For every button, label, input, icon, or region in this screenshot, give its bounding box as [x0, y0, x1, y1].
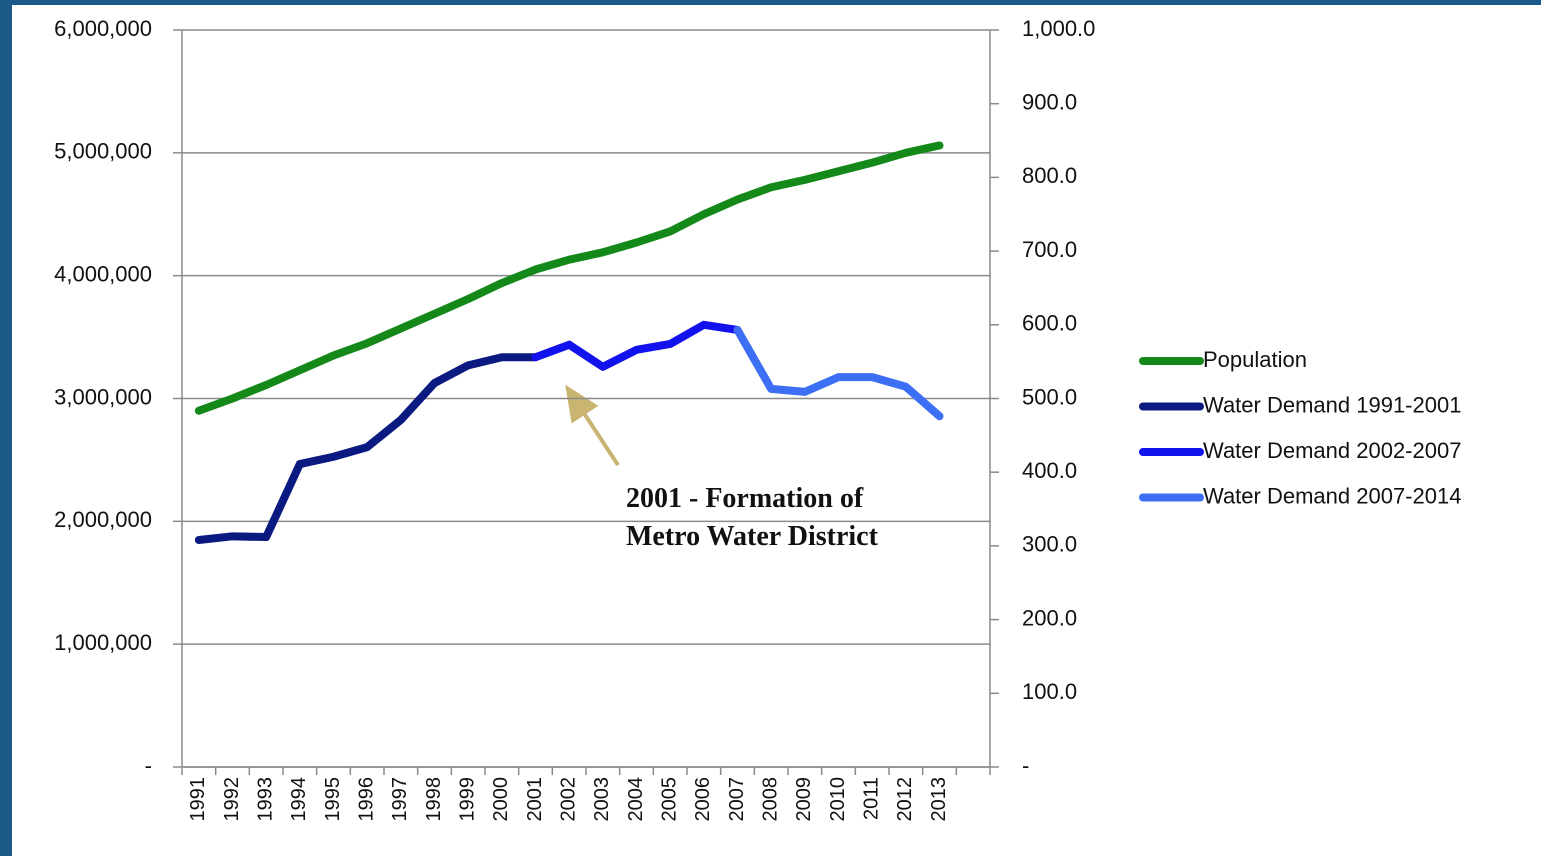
- y2-tick-label: 1,000.0: [1022, 16, 1095, 41]
- legend-label: Water Demand 2007-2014: [1203, 483, 1461, 508]
- y-tick-label: 6,000,000: [54, 16, 152, 41]
- y-tick-label: 1,000,000: [54, 630, 152, 655]
- x-tick-label: 1991: [187, 777, 209, 822]
- x-tick-label: 2007: [726, 777, 748, 822]
- x-tick-label: 2005: [658, 777, 680, 822]
- x-tick-label: 2000: [490, 777, 512, 822]
- series-line: [733, 325, 944, 421]
- legend-label: Water Demand 1991-2001: [1203, 392, 1461, 417]
- x-tick-label: 2013: [928, 777, 950, 822]
- x-tick-label: 1997: [389, 777, 411, 822]
- y-tick-label: 2,000,000: [54, 507, 152, 532]
- y-tick-label: 5,000,000: [54, 139, 152, 164]
- x-tick-label: 2009: [793, 777, 815, 822]
- x-tick-label: 2012: [894, 777, 916, 822]
- y2-tick-label: 300.0: [1022, 532, 1077, 557]
- x-tick-label: 1995: [322, 777, 344, 822]
- x-tick-label: 2002: [557, 777, 579, 822]
- x-tick-label: 2004: [625, 777, 647, 822]
- x-tick-label: 2011: [860, 777, 882, 820]
- x-tick-label: 2008: [759, 777, 781, 822]
- series-line: [531, 320, 742, 371]
- series-line: [194, 141, 944, 415]
- x-tick-label: 1993: [254, 777, 276, 822]
- x-tick-label: 2001: [524, 777, 546, 822]
- y-tick-label: 4,000,000: [54, 261, 152, 286]
- x-tick-label: 2003: [591, 777, 613, 822]
- x-tick-label: 1994: [288, 777, 310, 822]
- legend-label: Population: [1203, 347, 1307, 372]
- y2-tick-label: 100.0: [1022, 679, 1077, 704]
- y-tick-label: -: [145, 753, 152, 778]
- x-tick-label: 1998: [423, 777, 445, 822]
- annotation-arrow: [565, 384, 620, 467]
- x-tick-label: 1996: [355, 777, 377, 822]
- y2-tick-label: 700.0: [1022, 237, 1077, 262]
- y2-tick-label: 500.0: [1022, 384, 1077, 409]
- x-tick-label: 1992: [221, 777, 243, 822]
- y2-tick-label: 400.0: [1022, 458, 1077, 483]
- y2-tick-label: 200.0: [1022, 605, 1077, 630]
- x-tick-label: 2010: [827, 777, 849, 822]
- legend-label: Water Demand 2002-2007: [1203, 438, 1461, 463]
- y-tick-label: 3,000,000: [54, 384, 152, 409]
- annotation: 2001 - Formation of Metro Water District: [626, 483, 878, 552]
- y2-tick-label: 600.0: [1022, 311, 1077, 336]
- background: [12, 5, 1541, 856]
- series-line: [194, 353, 540, 545]
- x-tick-label: 1999: [456, 777, 478, 822]
- y2-tick-label: 800.0: [1022, 163, 1077, 188]
- x-tick-label: 2006: [692, 777, 714, 822]
- y2-tick-label: 900.0: [1022, 90, 1077, 115]
- y2-tick-label: -: [1022, 753, 1029, 778]
